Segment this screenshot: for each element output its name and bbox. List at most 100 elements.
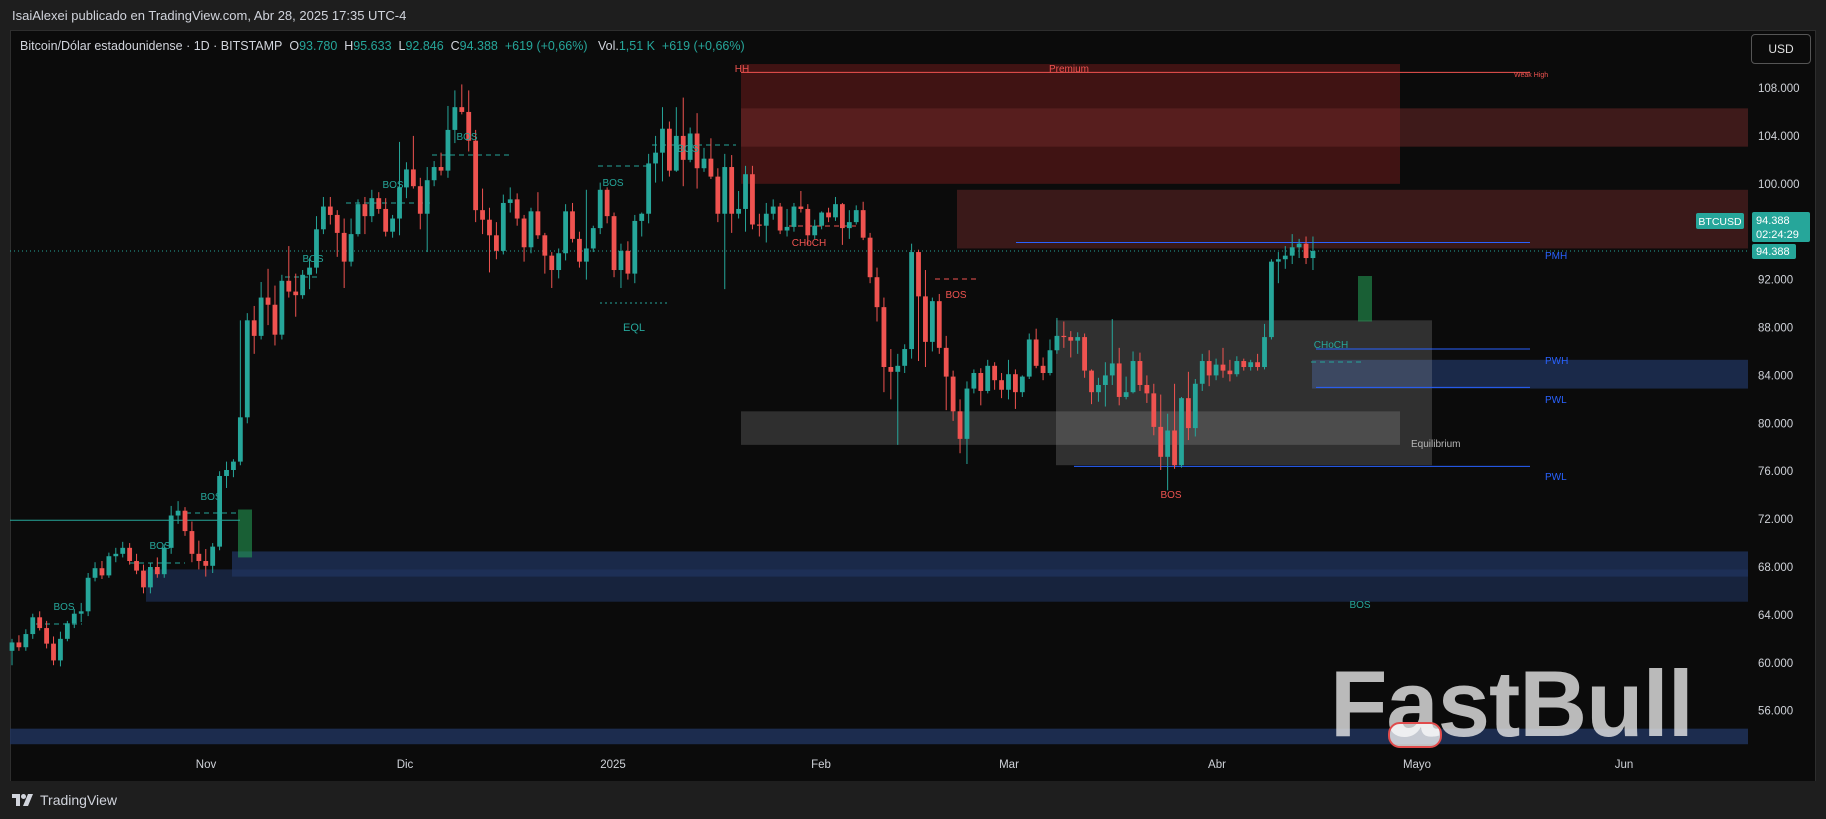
candle (92, 562, 98, 582)
candle (286, 246, 292, 298)
candle (604, 187, 610, 224)
pwh-label: PWH (1545, 356, 1568, 367)
annotation-labels: BOS BOS BOS BOS BOS BOS BOS BOS BOS BOS BOS CHoCH CH… (53, 64, 1568, 613)
candle (383, 198, 389, 237)
candle-body (500, 202, 506, 251)
candle (1186, 371, 1191, 441)
candle (833, 196, 838, 221)
candle (341, 218, 347, 288)
candle (244, 313, 250, 424)
open-label: O (289, 39, 300, 53)
imbalance-box (1358, 276, 1372, 322)
candle-body (874, 277, 880, 308)
candle-body (334, 214, 340, 233)
candle (78, 602, 84, 623)
candle-body (231, 461, 236, 471)
candle-body (570, 211, 575, 239)
price-tick-label: 64.000 (1758, 610, 1793, 622)
candle-body (390, 218, 395, 232)
candle-body (424, 180, 430, 214)
candle-body (92, 568, 98, 578)
candle (224, 461, 229, 488)
candle-body (1047, 350, 1053, 374)
candle-body (618, 250, 624, 271)
symbol-legend[interactable]: Bitcoin/Dólar estadounidense · 1D · BITS… (20, 39, 745, 53)
candle-body (44, 628, 49, 644)
candle (964, 381, 970, 465)
candle-body (1179, 398, 1184, 466)
candle-body (846, 222, 852, 229)
candle (148, 563, 153, 594)
candle-body (722, 167, 728, 214)
candle-body (1269, 261, 1274, 338)
candle-body (902, 349, 908, 366)
candle (85, 572, 91, 617)
candle-body (1102, 375, 1108, 385)
bos-label: BOS (456, 132, 477, 143)
candle-body (653, 152, 658, 164)
candle-body (1248, 362, 1254, 368)
candle (23, 629, 29, 651)
candle-body (971, 373, 977, 389)
candle (362, 196, 368, 235)
candle-body (583, 248, 589, 262)
time-tick-label: 2025 (600, 759, 626, 771)
time-tick-label: Jun (1615, 759, 1634, 771)
candle-body (1234, 361, 1240, 375)
zone-supply-2 (957, 189, 1748, 249)
candle (154, 557, 160, 578)
candle-body (729, 167, 735, 214)
hh-label: HH (735, 64, 749, 75)
candles-layer (9, 84, 1316, 667)
candle-body (673, 135, 679, 171)
candle (106, 552, 112, 578)
currency-button[interactable]: USD (1751, 34, 1811, 64)
candle (943, 335, 949, 411)
eql-label: EQL (623, 322, 645, 334)
watermark-mark-icon (1388, 722, 1442, 748)
candle (1130, 351, 1136, 394)
weak-high-label: Weak High (1514, 72, 1548, 79)
candle-body (535, 211, 541, 236)
candle-body (777, 206, 783, 231)
candle-body (611, 216, 617, 271)
candle (909, 243, 914, 359)
candle-body (210, 546, 216, 566)
candle (217, 471, 222, 551)
candle-body (812, 225, 818, 236)
candle-body (646, 163, 652, 214)
candle-body (701, 158, 707, 169)
candle (902, 344, 908, 374)
candle (1303, 236, 1309, 265)
time-tick-label: Mayo (1403, 759, 1431, 771)
time-tick-label: Dic (397, 759, 414, 771)
candle (1013, 369, 1018, 409)
candle-body (196, 553, 202, 562)
equilibrium-label: Equilibrium (1411, 439, 1460, 450)
premium-label: Premium (1049, 64, 1089, 75)
candle (376, 192, 382, 214)
candle-body (279, 280, 285, 335)
price-badge-value: 94.388 (1756, 215, 1790, 227)
close-label: C (450, 39, 460, 53)
candle (535, 192, 541, 239)
tradingview-logo[interactable]: TradingView (12, 792, 117, 808)
candle (113, 547, 119, 563)
candle-body (217, 475, 222, 547)
candle (1116, 347, 1122, 406)
candle (667, 121, 672, 177)
candle-body (272, 304, 278, 335)
candle (895, 353, 901, 445)
candle-body (978, 373, 984, 391)
candle-body (127, 547, 133, 562)
volume-value: 1,51 K (618, 39, 655, 53)
candle (1199, 353, 1205, 391)
price-tick-label: 88.000 (1758, 323, 1793, 335)
price-tick-label: 84.000 (1758, 370, 1793, 382)
candle (203, 549, 209, 577)
candle (58, 631, 63, 667)
candle (1075, 332, 1081, 354)
candle-body (64, 623, 70, 639)
candle-body (514, 199, 520, 219)
